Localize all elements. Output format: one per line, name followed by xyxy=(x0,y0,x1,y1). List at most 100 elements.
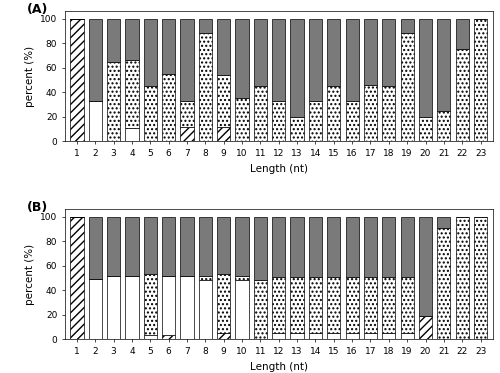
Y-axis label: percent (%): percent (%) xyxy=(24,46,34,107)
Bar xyxy=(346,101,358,141)
Bar xyxy=(217,217,230,274)
Bar xyxy=(217,274,230,333)
Bar xyxy=(162,276,175,335)
Bar xyxy=(162,335,175,339)
Bar xyxy=(88,217,102,279)
Bar xyxy=(217,127,230,141)
Bar xyxy=(382,217,396,277)
Bar xyxy=(88,279,102,339)
Bar xyxy=(309,277,322,333)
Bar xyxy=(254,86,267,141)
Bar xyxy=(419,117,432,141)
Bar xyxy=(364,277,377,333)
Bar xyxy=(400,33,414,141)
Bar xyxy=(254,280,267,339)
Bar xyxy=(346,333,358,339)
Bar xyxy=(162,74,175,141)
Bar xyxy=(217,333,230,339)
Bar xyxy=(382,277,396,333)
Bar xyxy=(382,86,396,141)
Bar xyxy=(126,60,138,128)
Bar xyxy=(126,217,138,276)
Bar xyxy=(309,217,322,277)
Bar xyxy=(180,19,194,101)
Bar xyxy=(144,335,157,339)
Bar xyxy=(327,333,340,339)
Bar xyxy=(327,217,340,277)
Bar xyxy=(364,333,377,339)
Bar xyxy=(456,19,469,49)
Bar xyxy=(272,19,285,101)
Text: (B): (B) xyxy=(26,201,48,214)
Bar xyxy=(382,333,396,339)
Bar xyxy=(180,276,194,339)
Bar xyxy=(327,86,340,141)
Bar xyxy=(162,19,175,74)
Bar xyxy=(107,19,120,62)
Bar xyxy=(327,277,340,333)
Bar xyxy=(400,277,414,333)
X-axis label: Length (nt): Length (nt) xyxy=(250,362,308,372)
Bar xyxy=(400,217,414,277)
Bar xyxy=(254,19,267,86)
Bar xyxy=(126,276,138,339)
Bar xyxy=(126,19,138,60)
Bar xyxy=(126,128,138,141)
Bar xyxy=(70,19,84,141)
Bar xyxy=(236,19,248,98)
Bar xyxy=(199,217,212,276)
Bar xyxy=(290,19,304,117)
Bar xyxy=(438,217,450,228)
Bar xyxy=(364,19,377,85)
Bar xyxy=(346,277,358,333)
Bar xyxy=(180,127,194,141)
Bar xyxy=(419,19,432,117)
Bar xyxy=(236,280,248,339)
Bar xyxy=(180,217,194,276)
Bar xyxy=(272,277,285,333)
Text: (A): (A) xyxy=(26,3,48,16)
Y-axis label: percent (%): percent (%) xyxy=(24,244,34,305)
Bar xyxy=(309,333,322,339)
Bar xyxy=(419,217,432,316)
Bar xyxy=(364,85,377,141)
Bar xyxy=(254,217,267,280)
Bar xyxy=(199,33,212,141)
Bar xyxy=(400,333,414,339)
Bar xyxy=(382,19,396,86)
Bar xyxy=(438,228,450,339)
Bar xyxy=(438,19,450,111)
Bar xyxy=(290,217,304,277)
Bar xyxy=(144,274,157,335)
Bar xyxy=(217,19,230,75)
Bar xyxy=(70,217,84,339)
Bar xyxy=(236,276,248,280)
Bar xyxy=(236,217,248,276)
Bar xyxy=(236,98,248,141)
Bar xyxy=(290,333,304,339)
Bar xyxy=(88,101,102,141)
Bar xyxy=(474,217,487,339)
X-axis label: Length (nt): Length (nt) xyxy=(250,164,308,174)
Bar xyxy=(364,217,377,277)
Bar xyxy=(474,19,487,141)
Bar xyxy=(456,49,469,141)
Bar xyxy=(199,19,212,33)
Bar xyxy=(290,117,304,141)
Bar xyxy=(162,217,175,276)
Bar xyxy=(346,19,358,101)
Bar xyxy=(107,217,120,276)
Bar xyxy=(327,19,340,86)
Bar xyxy=(144,86,157,141)
Bar xyxy=(272,217,285,277)
Bar xyxy=(309,101,322,141)
Bar xyxy=(107,276,120,339)
Bar xyxy=(400,19,414,33)
Bar xyxy=(419,316,432,339)
Bar xyxy=(88,19,102,101)
Bar xyxy=(144,217,157,274)
Bar xyxy=(107,62,120,141)
Bar xyxy=(290,277,304,333)
Bar xyxy=(144,19,157,86)
Bar xyxy=(346,217,358,277)
